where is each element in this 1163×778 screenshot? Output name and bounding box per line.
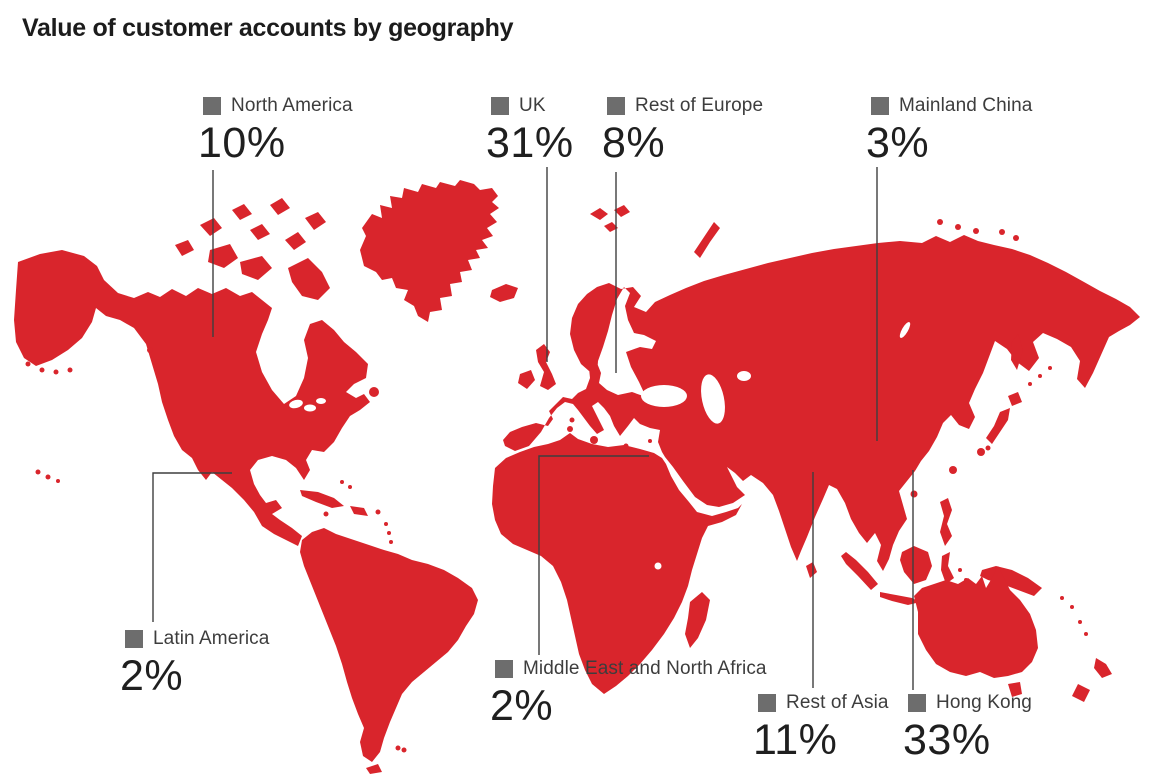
lake-baikal bbox=[899, 322, 911, 338]
indonesia-islands bbox=[841, 546, 968, 605]
aral-sea bbox=[737, 371, 751, 381]
inland-seas bbox=[289, 322, 911, 570]
great-lakes-2 bbox=[304, 404, 316, 412]
map-landmasses bbox=[14, 180, 1140, 774]
legend-square bbox=[607, 97, 625, 115]
legend-label: Rest of Asia bbox=[786, 692, 889, 713]
island-greenland bbox=[360, 180, 499, 322]
great-lakes-1 bbox=[289, 399, 303, 409]
island-tasmania bbox=[1008, 682, 1022, 697]
island-madagascar bbox=[685, 592, 710, 648]
legend-value: 31% bbox=[486, 119, 574, 167]
kuril-islands bbox=[1028, 366, 1052, 386]
legend-square bbox=[871, 97, 889, 115]
leader-lines bbox=[152, 167, 914, 690]
legend-label: Mainland China bbox=[899, 95, 1033, 116]
svalbard-islands bbox=[590, 205, 630, 232]
continent-eurasia bbox=[503, 235, 1140, 571]
falkland-islands bbox=[395, 745, 401, 751]
legend-latin-america: Latin America 2% bbox=[120, 628, 269, 699]
mediterranean-islands bbox=[567, 417, 652, 449]
falkland-islands-2 bbox=[401, 747, 407, 753]
legend-value: 11% bbox=[753, 716, 838, 764]
island-tierra-del-fuego bbox=[366, 764, 382, 774]
island-newfoundland bbox=[369, 387, 379, 397]
lake-victoria bbox=[654, 562, 662, 570]
great-lakes-3 bbox=[316, 398, 326, 404]
legend-value: 33% bbox=[903, 716, 991, 764]
arctic-russia-islands bbox=[937, 219, 1019, 241]
continent-south-america bbox=[300, 528, 478, 762]
legend-rest-of-europe: Rest of Europe 8% bbox=[602, 95, 763, 166]
legend-value: 2% bbox=[490, 682, 554, 730]
legend-square bbox=[125, 630, 143, 648]
legend-value: 2% bbox=[120, 652, 184, 700]
legend-label: UK bbox=[519, 95, 546, 116]
legend-north-america: North America 10% bbox=[198, 95, 353, 166]
legend-value: 3% bbox=[866, 119, 930, 167]
legend-value: 10% bbox=[198, 119, 286, 167]
island-great-britain bbox=[536, 344, 556, 390]
legend-label: Middle East and North Africa bbox=[523, 658, 767, 679]
pacific-islands bbox=[1060, 596, 1088, 636]
new-zealand-north bbox=[1094, 658, 1112, 678]
continent-africa bbox=[492, 433, 742, 694]
new-zealand-south bbox=[1072, 684, 1090, 702]
island-hainan bbox=[910, 490, 918, 498]
legend-label: Rest of Europe bbox=[635, 95, 764, 116]
island-iceland bbox=[490, 284, 518, 302]
aleutian-islands bbox=[25, 361, 73, 375]
legend-hong-kong: Hong Kong 33% bbox=[903, 692, 1032, 763]
island-sakhalin bbox=[1011, 334, 1023, 370]
hawaii-islands bbox=[35, 469, 60, 483]
island-ireland bbox=[518, 370, 535, 389]
black-sea bbox=[641, 385, 687, 407]
caribbean-islands bbox=[300, 480, 393, 544]
legend-label: Hong Kong bbox=[936, 692, 1032, 713]
island-sri-lanka bbox=[806, 562, 817, 578]
continent-australia bbox=[914, 566, 1038, 678]
legend-label: Latin America bbox=[153, 628, 270, 649]
legend-square bbox=[908, 694, 926, 712]
page-title: Value of customer accounts by geography bbox=[22, 14, 514, 42]
arctic-archipelago bbox=[175, 198, 330, 300]
legend-label: North America bbox=[231, 95, 353, 116]
legend-square bbox=[758, 694, 776, 712]
legend-square bbox=[491, 97, 509, 115]
island-novaya-zemlya bbox=[694, 222, 720, 258]
legend-uk: UK 31% bbox=[486, 95, 574, 166]
japan-islands bbox=[977, 392, 1022, 456]
legend-middle-east-north-africa: Middle East and North Africa 2% bbox=[490, 658, 767, 729]
legend-square bbox=[495, 660, 513, 678]
island-taiwan bbox=[949, 466, 957, 474]
island-vancouver bbox=[147, 347, 153, 353]
caspian-sea bbox=[701, 374, 725, 424]
leader-middle-east-north-africa bbox=[538, 455, 649, 655]
legend-value: 8% bbox=[602, 119, 666, 167]
legend-square bbox=[203, 97, 221, 115]
leader-latin-america bbox=[152, 472, 232, 622]
legend-rest-of-asia: Rest of Asia 11% bbox=[753, 692, 889, 763]
philippines bbox=[940, 498, 952, 546]
continent-north-america bbox=[14, 250, 370, 546]
legend-mainland-china: Mainland China 3% bbox=[866, 95, 1032, 166]
